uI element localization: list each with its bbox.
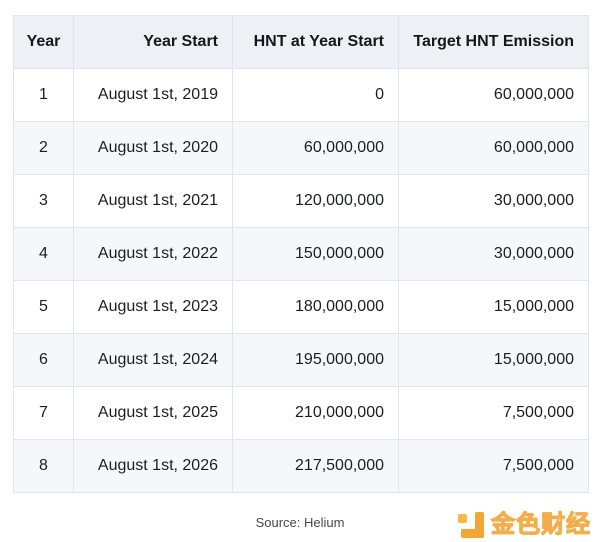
hnt-emission-table-container: Year Year Start HNT at Year Start Target HN… xyxy=(13,15,589,493)
table-cell: August 1st, 2023 xyxy=(73,280,233,334)
table-row: 8 August 1st, 2026 217,500,000 7,500,000 xyxy=(13,439,589,493)
table-cell: August 1st, 2020 xyxy=(73,121,233,175)
table-cell: 6 xyxy=(13,333,74,387)
table-cell: 217,500,000 xyxy=(232,439,399,493)
table-row: 4 August 1st, 2022 150,000,000 30,000,000 xyxy=(13,227,589,281)
table-row: 2 August 1st, 2020 60,000,000 60,000,000 xyxy=(13,121,589,175)
table-cell: 30,000,000 xyxy=(398,227,589,281)
table-cell: 4 xyxy=(13,227,74,281)
table-row: 6 August 1st, 2024 195,000,000 15,000,000 xyxy=(13,333,589,387)
table-cell: August 1st, 2026 xyxy=(73,439,233,493)
table-cell: 0 xyxy=(232,68,399,122)
table-cell: August 1st, 2024 xyxy=(73,333,233,387)
table-cell: 3 xyxy=(13,174,74,228)
watermark-brand-text: 金色财经 xyxy=(491,511,591,538)
table-body: 1 August 1st, 2019 0 60,000,000 2 August 1st,… xyxy=(13,68,589,493)
column-header: Target HNT Emission xyxy=(398,15,589,69)
column-header: Year xyxy=(13,15,74,69)
table-cell: August 1st, 2019 xyxy=(73,68,233,122)
table-cell: 15,000,000 xyxy=(398,333,589,387)
jinse-finance-logo-icon xyxy=(458,512,484,538)
table-cell: 60,000,000 xyxy=(398,121,589,175)
table-row: 1 August 1st, 2019 0 60,000,000 xyxy=(13,68,589,122)
table-cell: 30,000,000 xyxy=(398,174,589,228)
table-row: 3 August 1st, 2021 120,000,000 30,000,000 xyxy=(13,174,589,228)
table-cell: 7 xyxy=(13,386,74,440)
table-cell: 8 xyxy=(13,439,74,493)
table-cell: 7,500,000 xyxy=(398,386,589,440)
table-cell: August 1st, 2022 xyxy=(73,227,233,281)
table-cell: 120,000,000 xyxy=(232,174,399,228)
table-row: 5 August 1st, 2023 180,000,000 15,000,000 xyxy=(13,280,589,334)
table-cell: 210,000,000 xyxy=(232,386,399,440)
table-cell: 2 xyxy=(13,121,74,175)
table-cell: 60,000,000 xyxy=(232,121,399,175)
table-cell: 180,000,000 xyxy=(232,280,399,334)
watermark: 金色财经 xyxy=(458,512,591,538)
column-header: HNT at Year Start xyxy=(232,15,399,69)
table-cell: 60,000,000 xyxy=(398,68,589,122)
table-cell: 15,000,000 xyxy=(398,280,589,334)
column-header: Year Start xyxy=(73,15,233,69)
table-header-row: Year Year Start HNT at Year Start Target HN… xyxy=(13,15,589,69)
table-cell: 195,000,000 xyxy=(232,333,399,387)
table-cell: 7,500,000 xyxy=(398,439,589,493)
table-cell: 5 xyxy=(13,280,74,334)
table-cell: 150,000,000 xyxy=(232,227,399,281)
table-cell: 1 xyxy=(13,68,74,122)
table-header: Year Year Start HNT at Year Start Target HN… xyxy=(13,15,589,69)
table-cell: August 1st, 2025 xyxy=(73,386,233,440)
table-row: 7 August 1st, 2025 210,000,000 7,500,000 xyxy=(13,386,589,440)
table-cell: August 1st, 2021 xyxy=(73,174,233,228)
source-caption: Source: Helium xyxy=(255,515,345,530)
hnt-emission-table: Year Year Start HNT at Year Start Target HN… xyxy=(13,15,589,493)
